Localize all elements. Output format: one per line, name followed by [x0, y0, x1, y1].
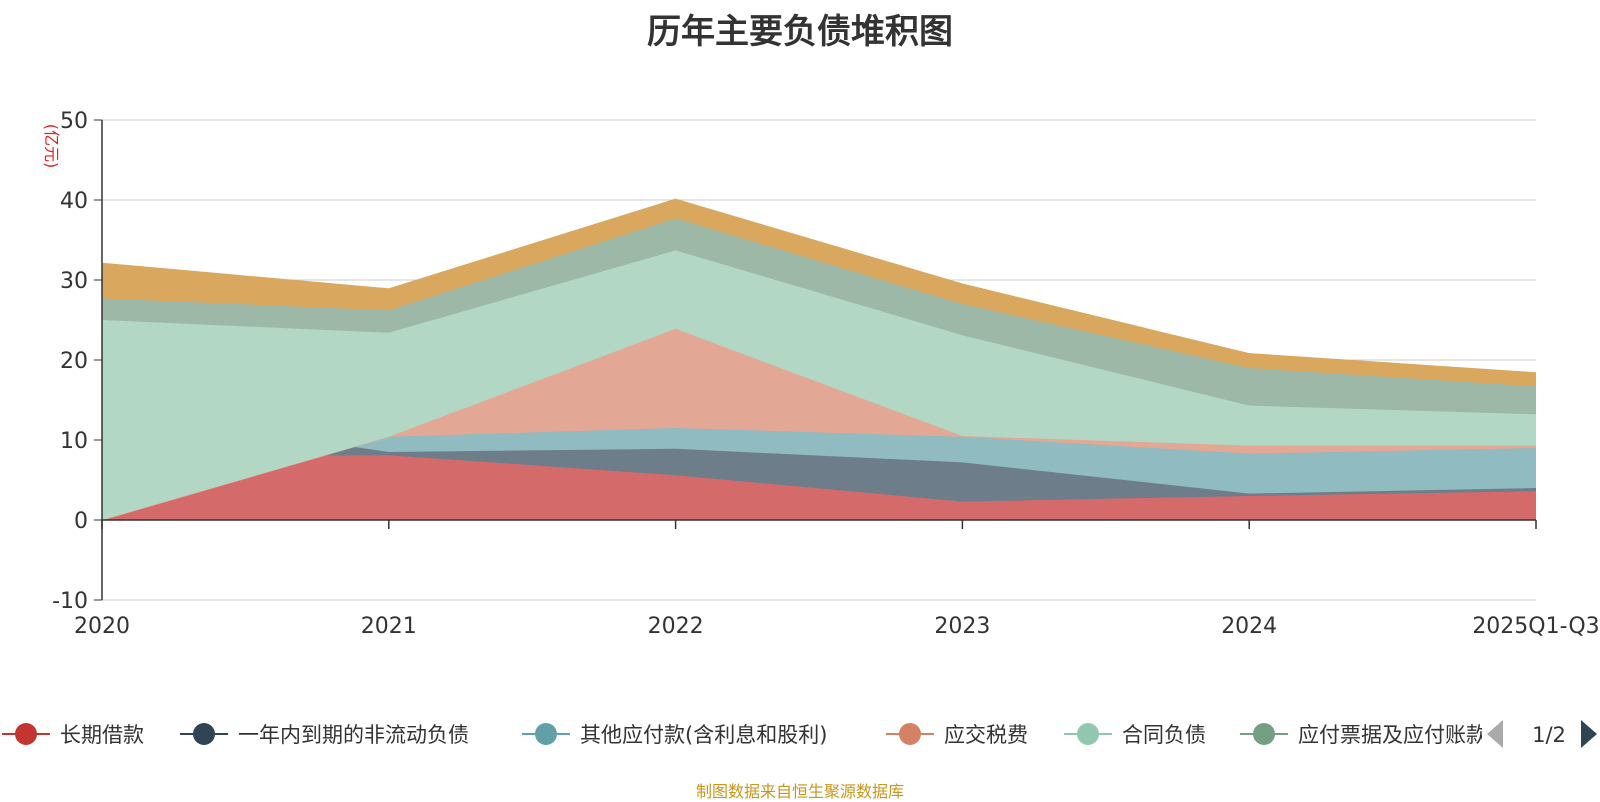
series-area-5	[102, 218, 1536, 415]
legend-label: 应付票据及应付账款	[1298, 723, 1487, 747]
legend-item[interactable]: 应交税费	[886, 723, 1028, 747]
legend-item[interactable]: 合同负债	[1064, 723, 1206, 747]
legend-page-indicator: 1/2	[1532, 723, 1566, 747]
legend-marker	[1253, 723, 1275, 745]
axis-layer: -10 0 10 20 30 40 50(亿元) 2020 2021 2022 2023 2024 20…	[42, 109, 1600, 639]
legend-label: 应交税费	[944, 723, 1028, 747]
legend-next-icon[interactable]	[1581, 720, 1597, 748]
legend-item[interactable]: 其他应付款(含利息和股利)	[522, 723, 827, 747]
x-tick-label: 2021	[361, 614, 417, 639]
series-line-6	[101, 198, 1537, 374]
legend-marker	[15, 723, 37, 745]
x-tick-label: 2020	[74, 614, 130, 639]
y-axis-unit-label: (亿元)	[42, 124, 61, 169]
y-tick-label: -10	[52, 589, 88, 614]
legend-marker	[193, 723, 215, 745]
legend-marker	[535, 723, 557, 745]
y-tick-label: 10	[60, 429, 88, 454]
legend-label: 一年内到期的非流动负债	[238, 723, 469, 747]
y-tick-label: 40	[60, 189, 88, 214]
legend-marker	[1077, 723, 1099, 745]
legend-item[interactable]: 长期借款	[2, 723, 144, 747]
series-area-6	[102, 199, 1536, 387]
y-tick-label: 0	[74, 509, 88, 534]
legend-pager: 1/2	[1487, 720, 1597, 748]
x-tick-label: 2025Q1-Q3	[1472, 614, 1599, 639]
legend-layer: 长期借款 一年内到期的非流动负债 其他应付款(含利息和股利) 应交税费 合同负债 应付票据…	[2, 723, 1487, 747]
x-tick-label: 2022	[648, 614, 704, 639]
y-tick-label: 20	[60, 349, 88, 374]
legend-label: 长期借款	[60, 723, 144, 747]
y-tick-label: 30	[60, 269, 88, 294]
series-area-4	[102, 250, 1536, 520]
series-area-3	[102, 328, 1536, 520]
series-area-0	[102, 455, 1536, 520]
legend-prev-icon[interactable]	[1487, 720, 1503, 748]
x-tick-label: 2024	[1221, 614, 1277, 639]
source-note: 制图数据来自恒生聚源数据库	[695, 782, 904, 801]
legend-label: 合同负债	[1122, 723, 1206, 747]
legend-item[interactable]: 一年内到期的非流动负债	[180, 723, 469, 747]
x-tick-label: 2023	[934, 614, 990, 639]
series-area-2	[102, 378, 1536, 494]
area-layer	[101, 198, 1537, 521]
y-tick-label: 50	[60, 109, 88, 134]
legend-label: 其他应付款(含利息和股利)	[580, 723, 827, 747]
chart-title: 历年主要负债堆积图	[647, 12, 953, 52]
legend-item[interactable]: 应付票据及应付账款	[1240, 723, 1487, 747]
legend-marker	[899, 723, 921, 745]
